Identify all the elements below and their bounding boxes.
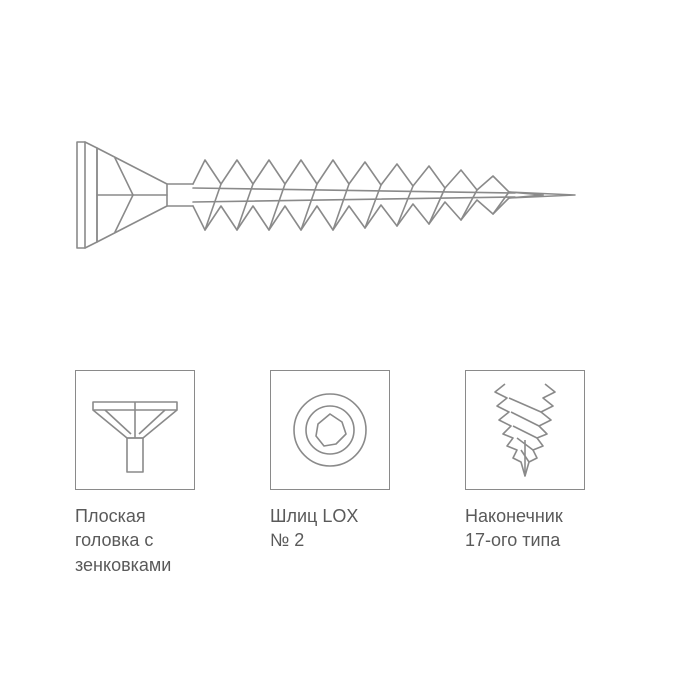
feature-head-label: Плоская головка с зенковками <box>75 504 225 577</box>
feature-drive: Шлиц LOX № 2 <box>270 370 420 577</box>
feature-tip-box <box>465 370 585 490</box>
feature-drive-box <box>270 370 390 490</box>
feature-tip-label: Наконечник 17-ого типа <box>465 504 615 553</box>
feature-head: Плоская головка с зенковками <box>75 370 225 577</box>
feature-head-box <box>75 370 195 490</box>
feature-drive-label: Шлиц LOX № 2 <box>270 504 420 553</box>
feature-row: Плоская головка с зенковками Шлиц LOX № … <box>75 370 625 577</box>
feature-tip: Наконечник 17-ого типа <box>465 370 615 577</box>
screw-side-view <box>75 130 595 260</box>
